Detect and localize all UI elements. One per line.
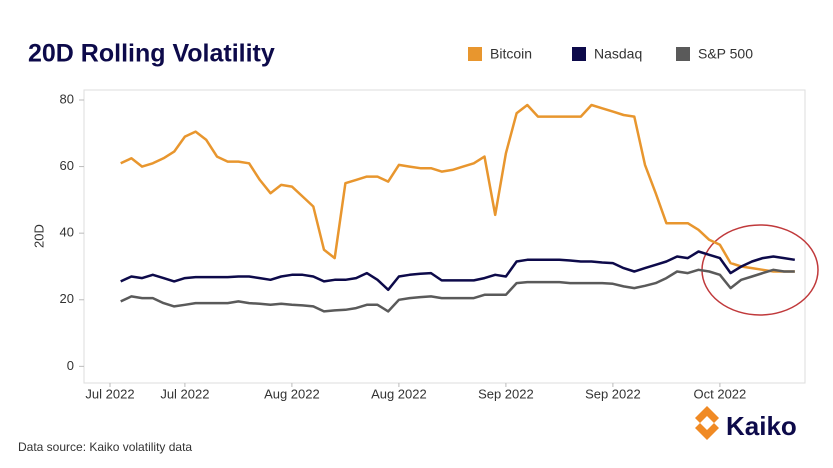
legend-label: Bitcoin [490, 46, 532, 62]
x-tick-label: Aug 2022 [371, 386, 427, 401]
y-tick-label: 0 [67, 358, 74, 373]
legend-item: Bitcoin [468, 46, 532, 62]
y-tick-label: 40 [60, 225, 74, 240]
series-line [120, 250, 795, 292]
x-tick-label: Jul 2022 [85, 386, 134, 401]
legend-swatch [468, 47, 482, 61]
legend-item: S&P 500 [676, 46, 753, 62]
legend-item: Nasdaq [572, 46, 642, 62]
source-note: Data source: Kaiko volatility data [18, 440, 192, 454]
x-tick-label: Sep 2022 [478, 386, 534, 401]
x-tick-label: Sep 2022 [585, 386, 641, 401]
logo-text: Kaiko [726, 411, 797, 441]
x-tick-label: Jul 2022 [160, 386, 209, 401]
series-line [120, 268, 795, 313]
legend-label: S&P 500 [698, 46, 753, 62]
logo-icon [695, 406, 719, 440]
y-axis-label: 20D [31, 224, 46, 248]
y-tick-label: 60 [60, 158, 74, 173]
series-line [120, 103, 795, 273]
legend-swatch [572, 47, 586, 61]
y-tick-label: 20 [60, 291, 74, 306]
legend-label: Nasdaq [594, 46, 642, 62]
chart-title: 20D Rolling Volatility [28, 40, 275, 68]
logo: Kaiko [695, 406, 797, 441]
x-tick-label: Oct 2022 [694, 386, 747, 401]
plot-frame [83, 89, 806, 384]
x-tick-label: Aug 2022 [264, 386, 320, 401]
legend-swatch [676, 47, 690, 61]
y-tick-label: 80 [60, 91, 74, 106]
